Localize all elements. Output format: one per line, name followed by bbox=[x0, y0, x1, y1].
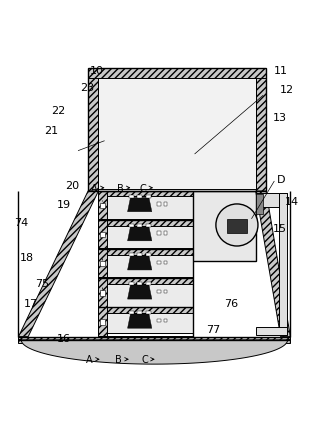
Bar bbox=[98, 279, 193, 284]
Bar bbox=[158, 290, 161, 293]
Text: 18: 18 bbox=[20, 253, 34, 263]
Bar bbox=[256, 193, 287, 208]
Polygon shape bbox=[128, 198, 152, 212]
Bar bbox=[129, 312, 134, 314]
Bar bbox=[146, 225, 151, 227]
Text: 22: 22 bbox=[51, 106, 65, 116]
Bar bbox=[164, 319, 167, 322]
Bar bbox=[256, 327, 287, 335]
Text: 76: 76 bbox=[224, 298, 238, 308]
Bar bbox=[100, 233, 105, 238]
Bar bbox=[227, 219, 247, 233]
Bar bbox=[256, 78, 266, 191]
Bar bbox=[98, 279, 107, 307]
Bar bbox=[164, 261, 167, 264]
Text: 74: 74 bbox=[14, 217, 28, 227]
Bar bbox=[100, 204, 105, 208]
Text: 20: 20 bbox=[65, 180, 80, 190]
Bar bbox=[158, 319, 161, 322]
Text: 13: 13 bbox=[273, 112, 287, 122]
Polygon shape bbox=[19, 340, 290, 364]
Bar bbox=[146, 254, 151, 257]
Bar bbox=[129, 225, 134, 227]
Polygon shape bbox=[19, 191, 98, 337]
Text: 21: 21 bbox=[45, 125, 58, 135]
Text: 12: 12 bbox=[280, 85, 294, 95]
Bar bbox=[98, 191, 193, 334]
Bar bbox=[98, 221, 193, 226]
Bar bbox=[98, 250, 107, 278]
Bar bbox=[129, 195, 134, 198]
Bar bbox=[88, 69, 266, 78]
Text: 75: 75 bbox=[35, 279, 49, 289]
Bar bbox=[158, 232, 161, 235]
Bar bbox=[193, 191, 256, 262]
Text: 23: 23 bbox=[80, 83, 94, 93]
Text: 11: 11 bbox=[274, 66, 288, 75]
Text: A: A bbox=[86, 354, 93, 364]
Bar bbox=[137, 283, 142, 286]
Polygon shape bbox=[128, 227, 152, 241]
Text: 17: 17 bbox=[23, 298, 37, 308]
Text: 77: 77 bbox=[206, 324, 220, 334]
Bar bbox=[88, 78, 98, 191]
Bar bbox=[146, 312, 151, 314]
Text: D: D bbox=[276, 175, 285, 184]
Bar bbox=[256, 195, 263, 214]
Bar bbox=[98, 191, 107, 219]
Bar bbox=[137, 195, 142, 198]
Bar bbox=[279, 193, 287, 335]
Bar bbox=[98, 191, 193, 197]
Circle shape bbox=[216, 205, 258, 247]
Bar bbox=[98, 308, 193, 313]
Bar bbox=[137, 254, 142, 257]
Polygon shape bbox=[128, 256, 152, 270]
Bar bbox=[129, 283, 134, 286]
Polygon shape bbox=[128, 314, 152, 328]
Polygon shape bbox=[128, 285, 152, 300]
Text: B: B bbox=[117, 184, 124, 193]
Bar bbox=[100, 291, 105, 296]
Text: B: B bbox=[115, 354, 122, 364]
Bar bbox=[98, 221, 107, 249]
Text: 16: 16 bbox=[57, 333, 71, 343]
Bar bbox=[100, 320, 105, 325]
Text: 14: 14 bbox=[285, 196, 299, 206]
Bar bbox=[146, 195, 151, 198]
Bar bbox=[164, 232, 167, 235]
Bar bbox=[158, 261, 161, 264]
Polygon shape bbox=[256, 191, 290, 337]
Bar bbox=[158, 203, 161, 206]
Text: 10: 10 bbox=[90, 66, 104, 75]
Bar bbox=[19, 337, 290, 343]
Bar bbox=[98, 78, 256, 190]
Bar bbox=[98, 308, 107, 336]
Bar bbox=[164, 203, 167, 206]
Bar bbox=[137, 225, 142, 227]
Bar bbox=[100, 261, 105, 267]
Text: 15: 15 bbox=[273, 224, 287, 234]
Text: C: C bbox=[141, 354, 148, 364]
Bar bbox=[137, 312, 142, 314]
Text: C: C bbox=[139, 184, 146, 193]
Text: A: A bbox=[91, 184, 98, 193]
Bar bbox=[146, 283, 151, 286]
Bar bbox=[164, 290, 167, 293]
Bar bbox=[129, 254, 134, 257]
Bar bbox=[98, 250, 193, 255]
Text: 19: 19 bbox=[57, 199, 72, 209]
